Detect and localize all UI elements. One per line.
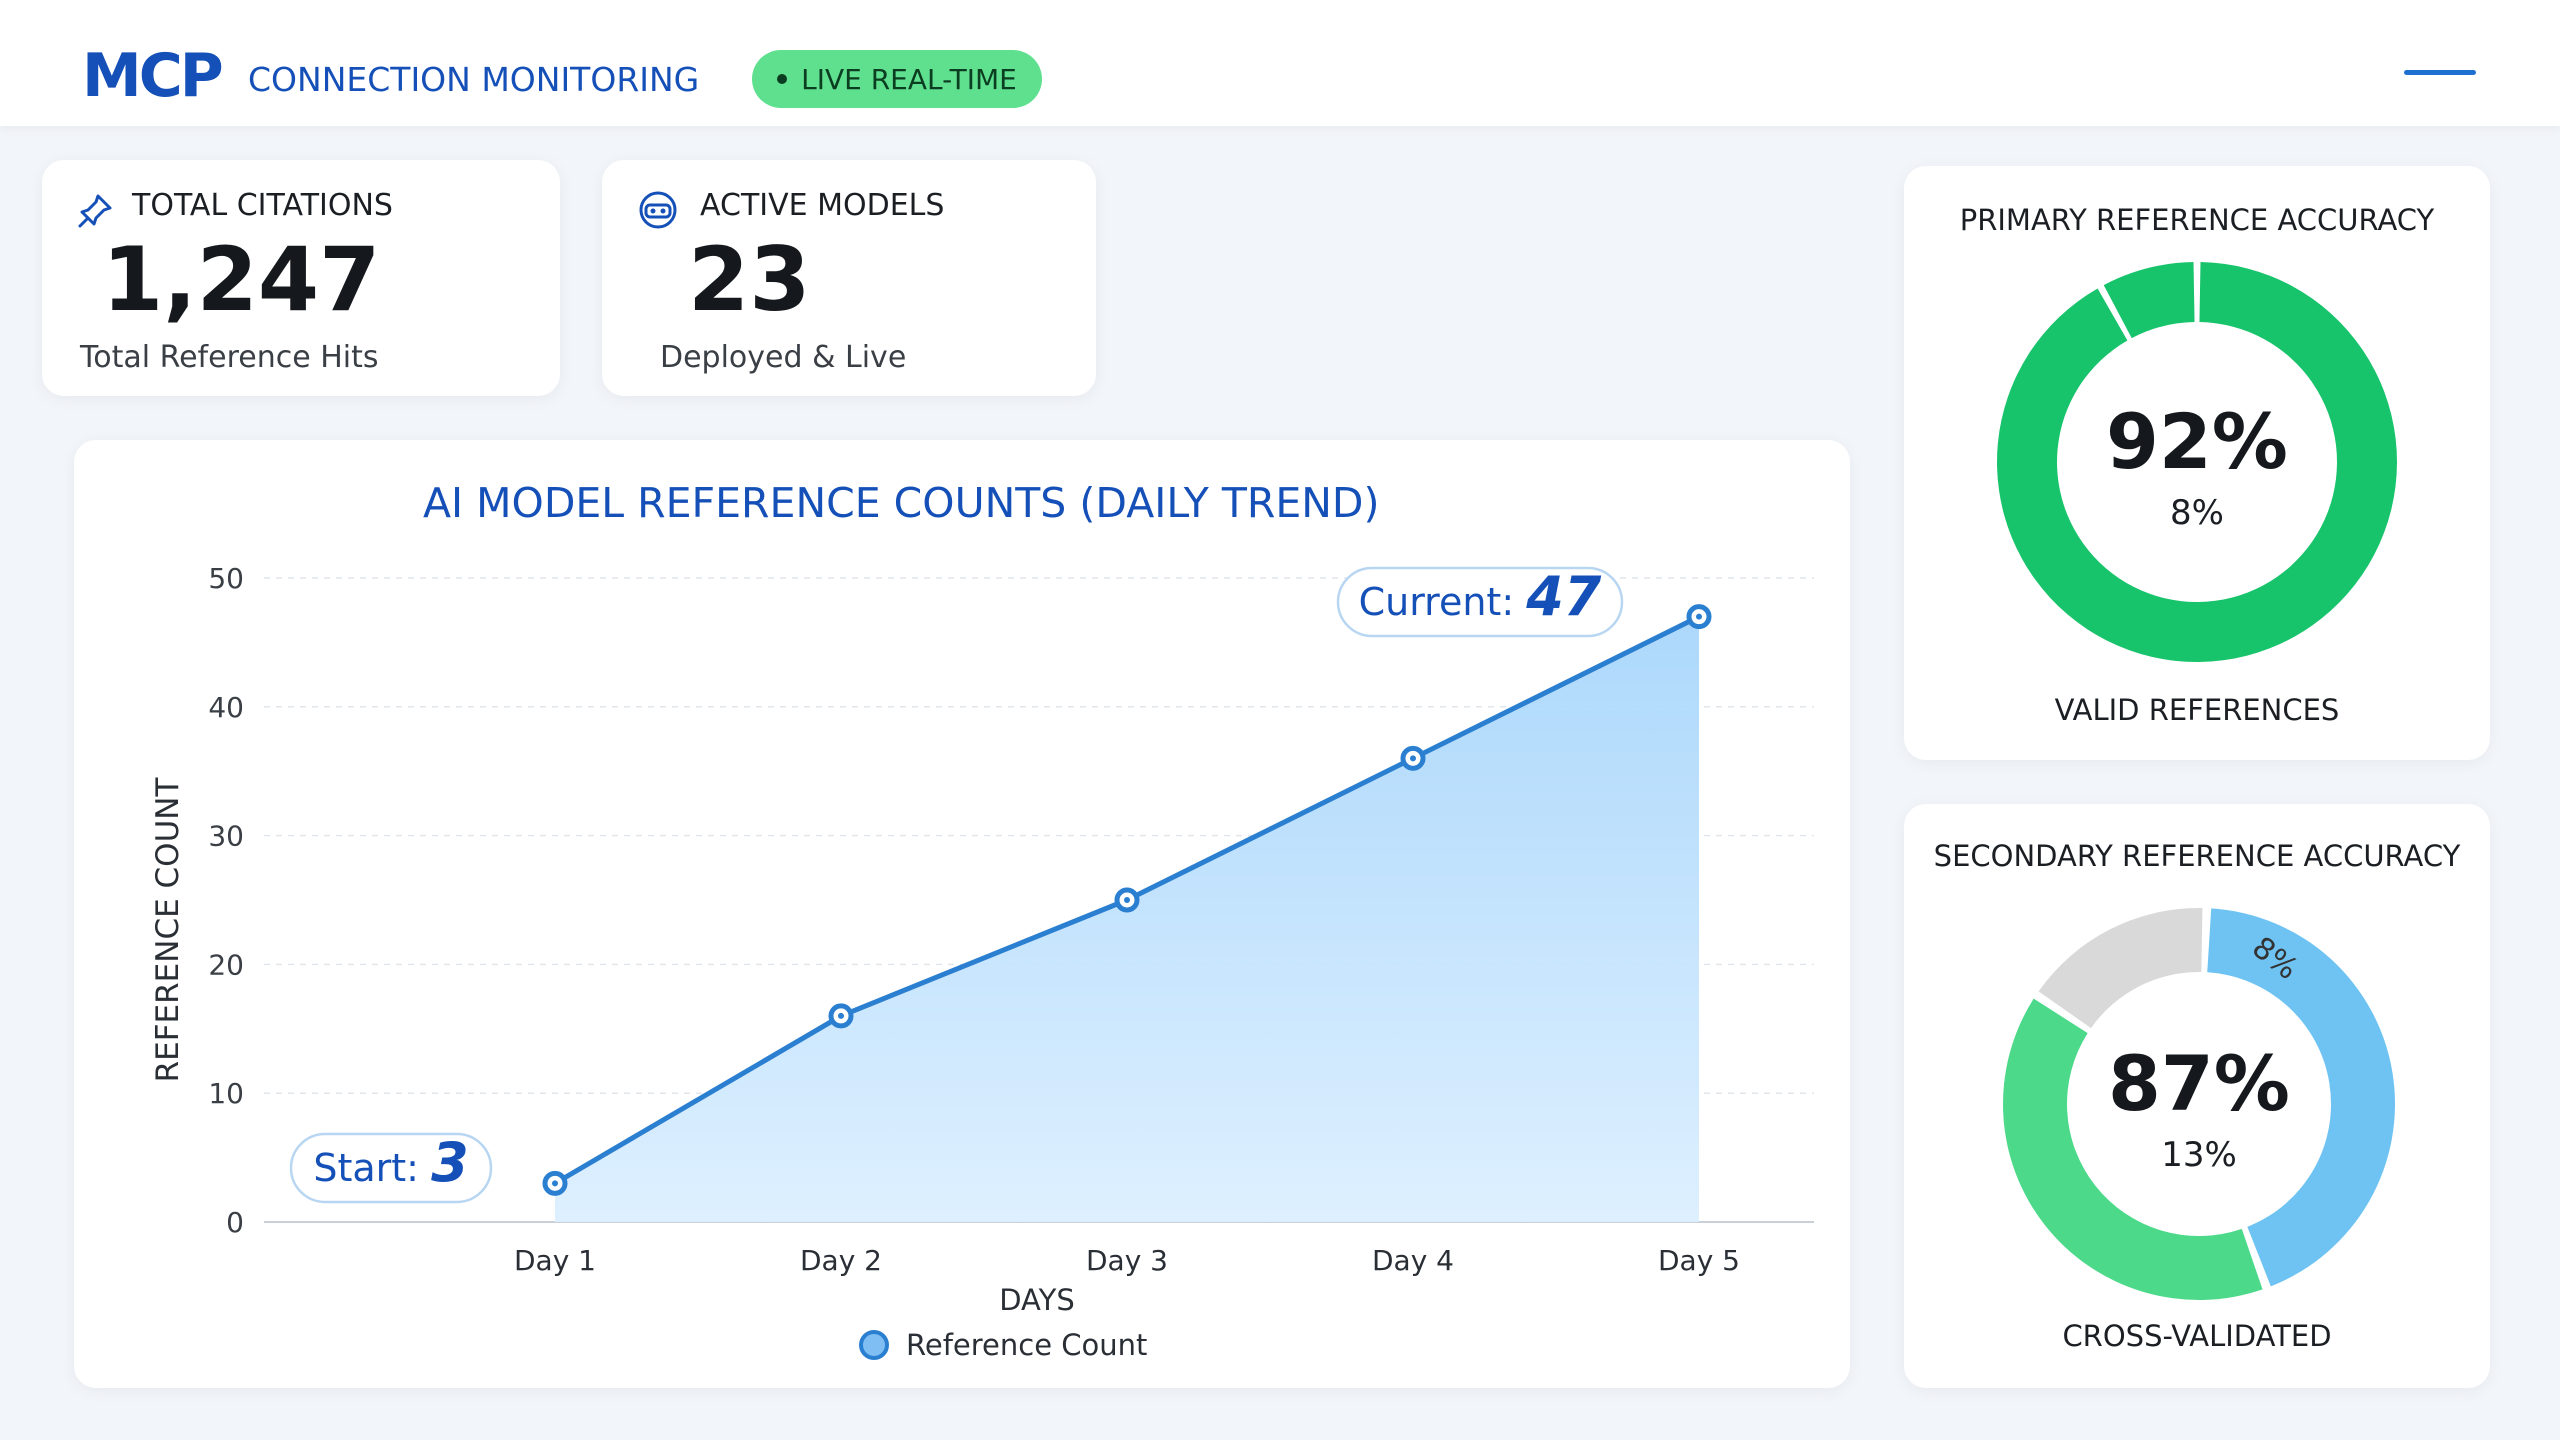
callout-label: Start: [313, 1146, 431, 1190]
reference-trend-chart: 0 10 20 30 40 50 REFERENCE COUNT Day 1 Day 2 Day … [150, 562, 1814, 1362]
chart-title: AI MODEL REFERENCE COUNTS (DAILY TREND) [423, 479, 1380, 527]
legend-marker [859, 1330, 889, 1360]
kpi-value: 23 [688, 228, 811, 331]
y-tick-label: 0 [226, 1206, 244, 1239]
y-tick-label: 10 [208, 1077, 244, 1110]
kpi-label: ACTIVE MODELS [700, 188, 945, 223]
callout-box [1336, 566, 1624, 638]
callout-value: 3 [431, 1131, 469, 1194]
kpi-value: 1,247 [102, 228, 381, 331]
donut-segment [2003, 998, 2263, 1300]
vr-headset-icon [639, 191, 677, 229]
area-fill [555, 616, 1699, 1222]
callout-text: Start: 3 [313, 1131, 468, 1194]
x-tick-label: Day 3 [1086, 1244, 1168, 1277]
callout-text: Current: 47 [1359, 565, 1602, 628]
donut-footer: VALID REFERENCES [2054, 693, 2340, 727]
page-title: CONNECTION MONITORING [248, 60, 700, 99]
donut-segment [2103, 262, 2195, 339]
callout-label: Current: [1359, 580, 1527, 624]
donut-segment [2038, 908, 2203, 1029]
data-point-core [838, 1012, 844, 1019]
data-point-core [1124, 897, 1130, 903]
x-axis-label: DAYS [999, 1283, 1075, 1317]
current-callout: Current: 47 [1336, 565, 1624, 638]
donut-secondary-value: 8% [2170, 493, 2224, 533]
y-axis-label: REFERENCE COUNT [150, 777, 186, 1083]
donut-main-value: 92% [2106, 397, 2288, 486]
pin-icon [78, 194, 112, 228]
live-status-badge[interactable]: LIVE REAL-TIME [752, 50, 1042, 108]
donut-title: SECONDARY REFERENCE ACCURACY [1933, 839, 2461, 873]
live-status-label: LIVE REAL-TIME [801, 62, 1017, 96]
kpi-subtext: Deployed & Live [660, 340, 907, 375]
primary-accuracy-donut: 92%8% [1997, 262, 2397, 662]
x-tick-label: Day 5 [1658, 1244, 1740, 1277]
start-callout: Start: 3 [289, 1131, 493, 1204]
kpi-card-citations[interactable]: TOTAL CITATIONS 1,247 Total Reference Hi… [42, 160, 560, 396]
data-point-core [1696, 613, 1702, 620]
y-tick-label: 50 [208, 562, 244, 595]
x-tick-label: Day 1 [514, 1244, 596, 1277]
y-tick-label: 20 [208, 948, 244, 981]
donut-main-value: 87% [2108, 1039, 2290, 1128]
secondary-accuracy-donut: 87%13%8% [2003, 908, 2395, 1300]
x-tick-label: Day 2 [800, 1244, 882, 1277]
brand-logo[interactable]: MCP [82, 41, 224, 111]
top-bar: MCP CONNECTION MONITORING LIVE REAL-TIME [0, 0, 2560, 126]
donut-secondary-value: 13% [2161, 1135, 2237, 1175]
kpi-card-models[interactable]: ACTIVE MODELS 23 Deployed & Live [602, 160, 1096, 396]
legend-label: Reference Count [906, 1328, 1147, 1362]
x-tick-label: Day 4 [1372, 1244, 1454, 1277]
donut-footer: CROSS-VALIDATED [2062, 1319, 2332, 1353]
y-tick-label: 30 [208, 820, 244, 853]
donut-segment [1997, 262, 2397, 662]
y-tick-label: 40 [208, 691, 244, 724]
callout-value: 47 [1525, 565, 1602, 628]
callout-box [289, 1132, 493, 1204]
data-point-core [1410, 755, 1416, 762]
menu-icon[interactable] [2404, 70, 2476, 75]
kpi-label: TOTAL CITATIONS [132, 188, 393, 223]
donut-segment [2207, 908, 2395, 1287]
kpi-subtext: Total Reference Hits [80, 340, 379, 375]
live-dot-icon [777, 74, 788, 84]
data-point-core [552, 1180, 558, 1187]
donut-title: PRIMARY REFERENCE ACCURACY [1959, 203, 2435, 237]
